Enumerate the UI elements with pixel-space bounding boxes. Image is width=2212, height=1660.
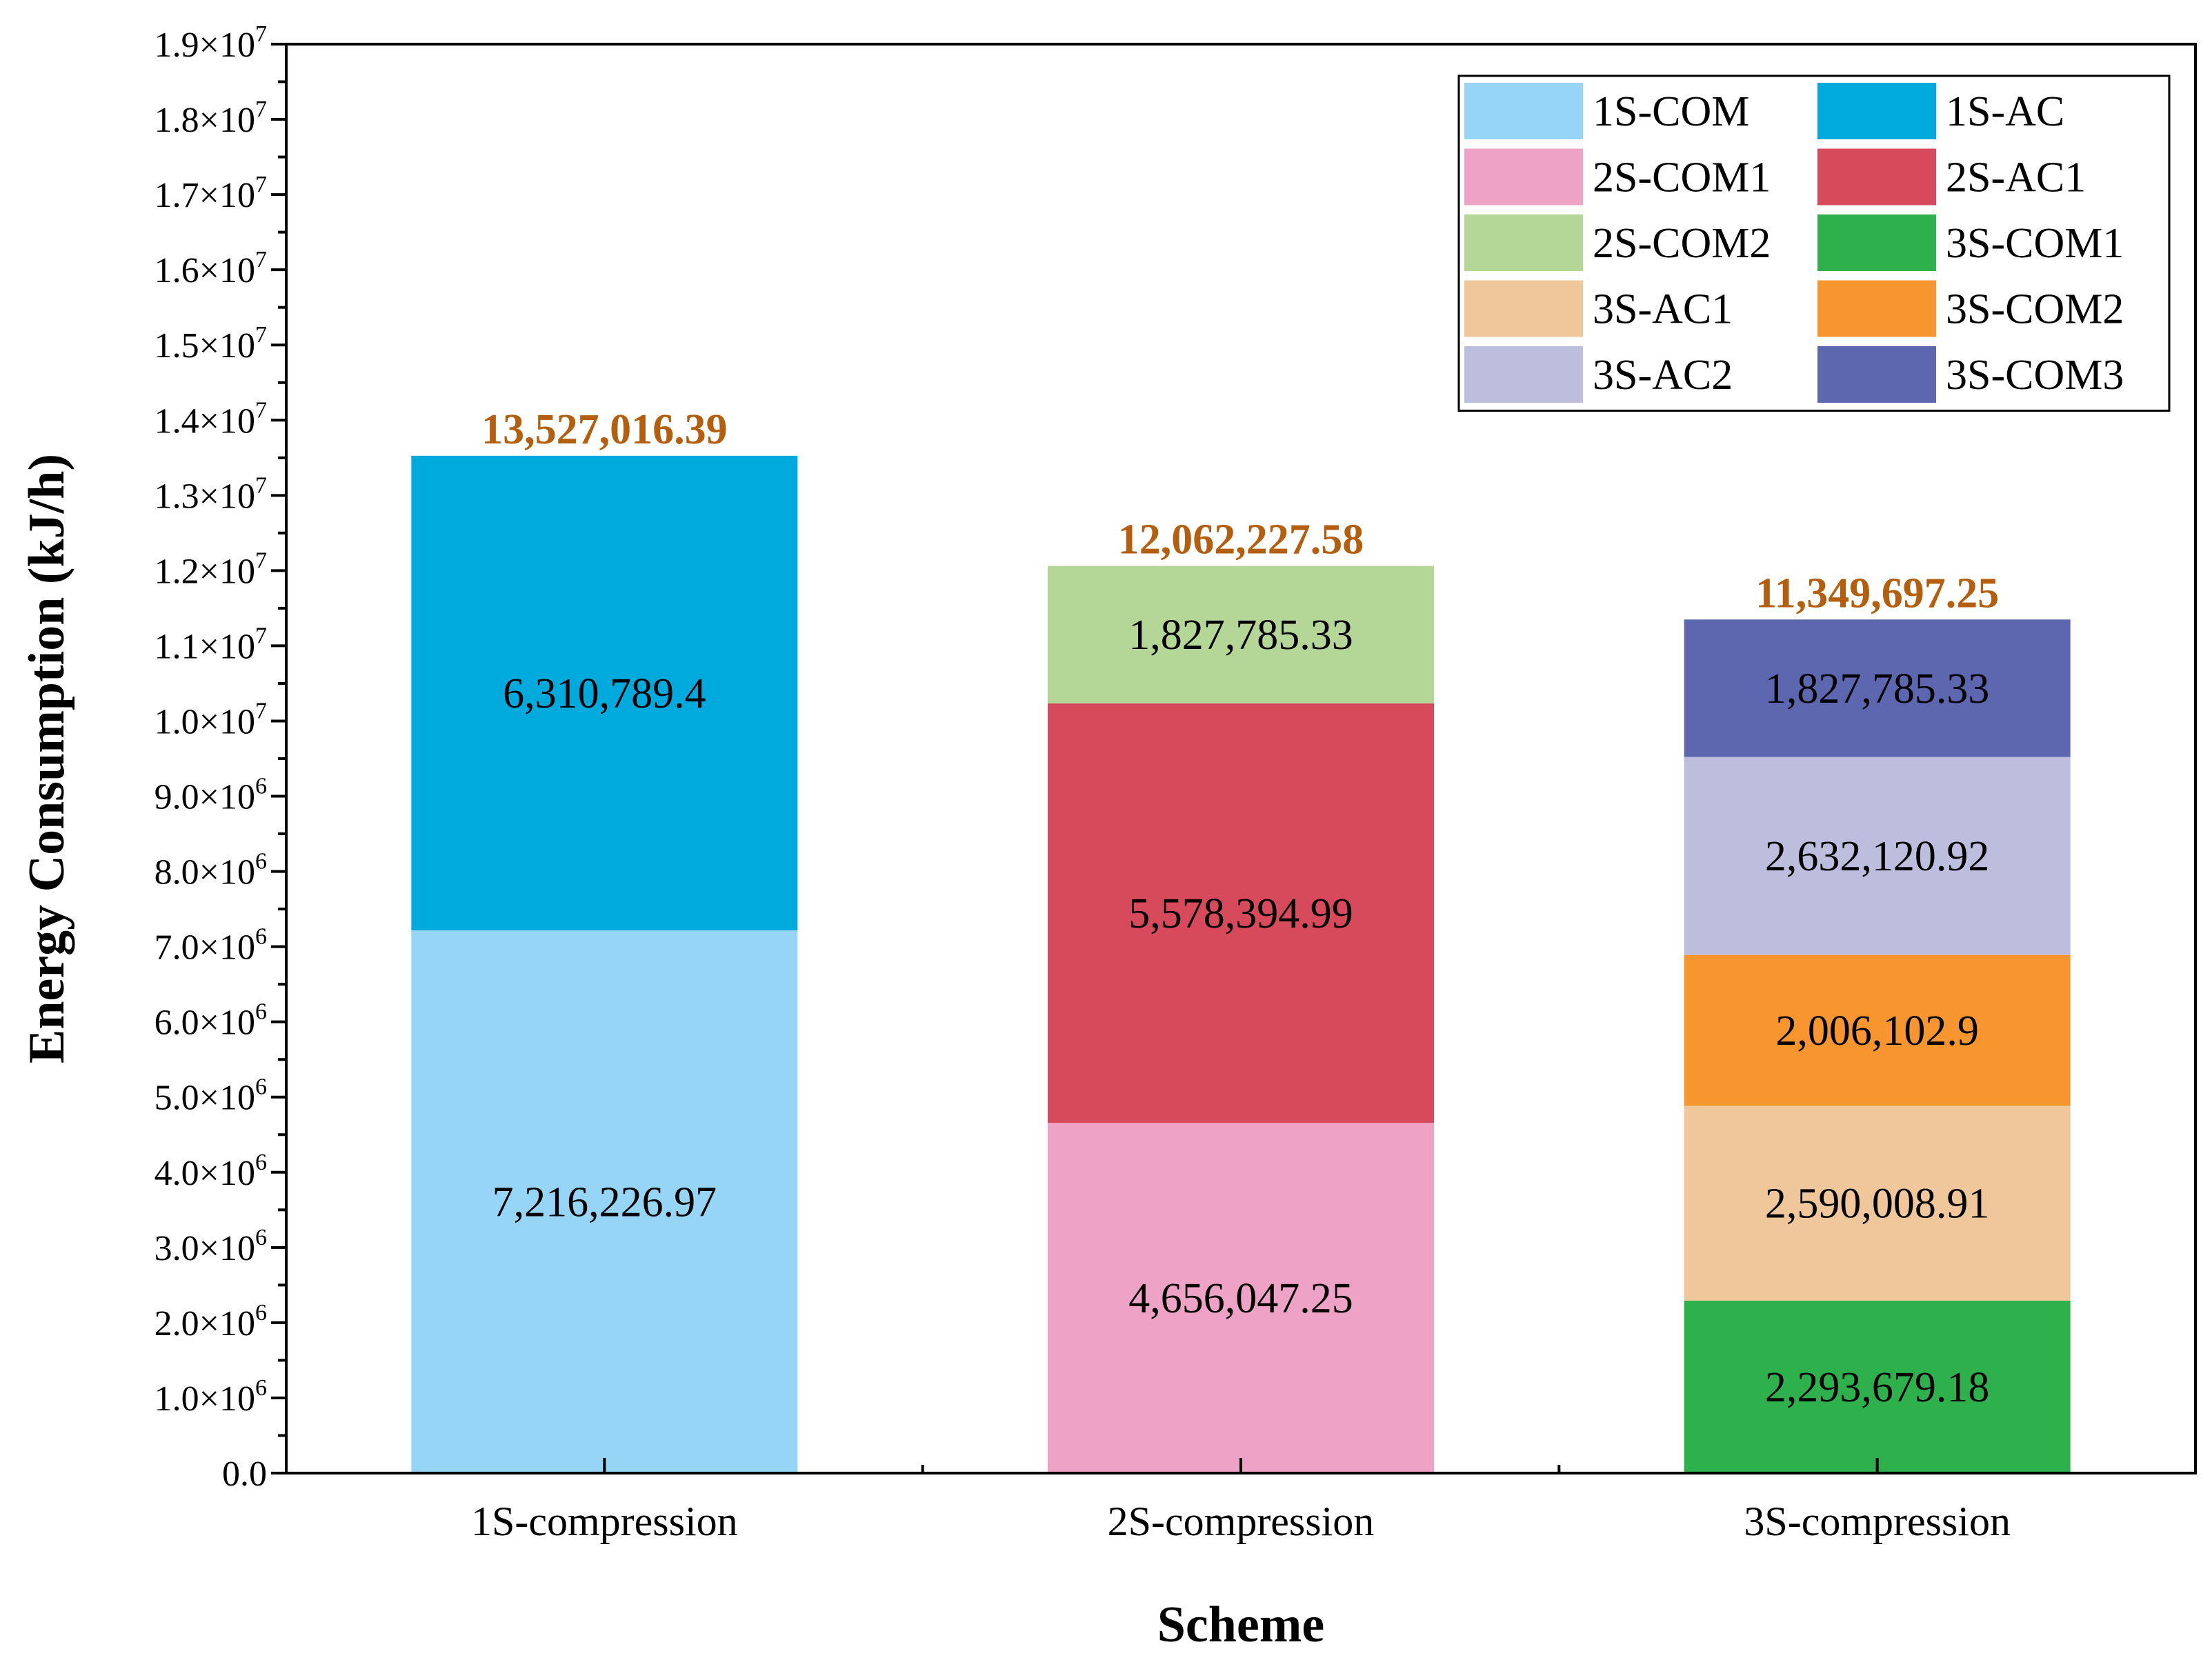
legend-label: 3S-AC2 <box>1593 352 1733 399</box>
segment-labels: 7,216,226.97 6,310,789.4 4,656,047.25 5,578… <box>492 612 1990 1411</box>
segment-value-label: 1,827,785.33 <box>1765 666 1990 712</box>
x-category-label: 1S-compression <box>471 1499 738 1544</box>
segment-value-label: 7,216,226.97 <box>492 1179 717 1226</box>
x-axis-title: Scheme <box>1157 1597 1325 1653</box>
legend-swatch-2s-com1 <box>1464 148 1583 206</box>
y-tick-label: 1.6×107 <box>155 247 267 290</box>
segment-value-label: 2,293,679.18 <box>1765 1364 1990 1411</box>
total-labels: 13,527,016.39 12,062,227.58 11,349,697.25 <box>481 406 1999 617</box>
y-tick-label: 1.1×107 <box>155 623 267 666</box>
legend-label: 3S-AC1 <box>1593 286 1733 333</box>
y-tick-label: 6.0×106 <box>155 999 267 1043</box>
y-axis-title: Energy Consumption (kJ/h) <box>19 454 75 1063</box>
bar-total-label: 13,527,016.39 <box>481 406 728 453</box>
y-tick-label: 1.3×107 <box>155 472 267 516</box>
legend-swatch-3s-com1 <box>1817 214 1936 271</box>
segment-value-label: 2,590,008.91 <box>1765 1181 1990 1228</box>
legend-label: 1S-AC <box>1946 88 2064 135</box>
y-tick-label: 5.0×106 <box>155 1074 267 1118</box>
y-tick-label: 1.5×107 <box>155 322 267 366</box>
legend-swatch-3s-ac2 <box>1464 346 1583 403</box>
bar-segment-3s-com1 <box>1684 1300 2071 1473</box>
bar-segment-1s-ac <box>411 455 798 931</box>
bar-segment-2s-ac1 <box>1048 703 1434 1123</box>
y-tick-label: 7.0×106 <box>155 924 267 968</box>
segment-value-label: 4,656,047.25 <box>1128 1275 1353 1322</box>
bar-segment-3s-ac2 <box>1684 757 2071 955</box>
legend-swatch-3s-com2 <box>1817 280 1936 337</box>
segment-value-label: 5,578,394.99 <box>1128 890 1353 937</box>
bar-segment-3s-com2 <box>1684 954 2071 1106</box>
bar-segment-3s-com3 <box>1684 619 2071 757</box>
segment-value-label: 2,632,120.92 <box>1765 833 1990 880</box>
y-tick-label: 9.0×106 <box>155 774 267 817</box>
bar-segment-1s-com <box>411 930 798 1473</box>
bar-segment-2s-com2 <box>1048 566 1434 703</box>
y-tick-label: 1.9×107 <box>155 21 267 65</box>
bar-total-label: 12,062,227.58 <box>1118 517 1364 563</box>
bar-segment-2s-com1 <box>1048 1123 1434 1473</box>
x-category-label: 2S-compression <box>1108 1499 1375 1544</box>
legend-label: 3S-COM2 <box>1946 286 2124 333</box>
bar-total-label: 11,349,697.25 <box>1755 570 1999 617</box>
y-tick-label: 1.0×106 <box>155 1375 267 1419</box>
bar-segment-3s-ac1 <box>1684 1106 2071 1301</box>
segment-value-label: 6,310,789.4 <box>503 670 706 717</box>
legend-swatch-3s-com3 <box>1817 346 1936 403</box>
x-category-label: 3S-compression <box>1744 1499 2011 1544</box>
legend-label: 3S-COM3 <box>1946 352 2124 399</box>
y-tick-label: 1.7×107 <box>155 172 267 215</box>
y-tick-label: 2.0×106 <box>155 1300 267 1343</box>
legend-swatch-2s-com2 <box>1464 214 1583 271</box>
segment-value-label: 1,827,785.33 <box>1128 612 1353 659</box>
y-tick-label: 3.0×106 <box>155 1225 267 1268</box>
legend-label: 1S-COM <box>1593 88 1749 135</box>
y-tick-label: 8.0×106 <box>155 849 267 892</box>
bars <box>411 455 2071 1473</box>
y-tick-label: 0.0 <box>222 1454 267 1494</box>
legend-swatch-1s-ac <box>1817 83 1936 139</box>
segment-value-label: 2,006,102.9 <box>1775 1008 1979 1054</box>
axes: 0.0 1.0×106 2.0×106 3.0×106 4.0×106 5.0×106 6.… <box>155 21 2197 1544</box>
legend: 1S-COM 1S-AC 2S-COM1 2S-AC1 2S-COM2 3S-COM1 3S… <box>1457 74 2171 412</box>
y-tick-label: 1.2×107 <box>155 548 267 591</box>
legend-label: 2S-AC1 <box>1946 154 2086 201</box>
legend-label: 3S-COM1 <box>1946 220 2124 267</box>
y-tick-label: 1.8×107 <box>155 97 267 140</box>
y-tick-label: 4.0×106 <box>155 1150 267 1193</box>
legend-swatch-3s-ac1 <box>1464 280 1583 337</box>
legend-label: 2S-COM1 <box>1593 154 1771 201</box>
legend-swatch-2s-ac1 <box>1817 148 1936 206</box>
y-tick-label: 1.4×107 <box>155 397 267 441</box>
legend-swatch-1s-com <box>1464 83 1583 139</box>
y-tick-label: 1.0×107 <box>155 698 267 741</box>
legend-label: 2S-COM2 <box>1593 220 1771 267</box>
